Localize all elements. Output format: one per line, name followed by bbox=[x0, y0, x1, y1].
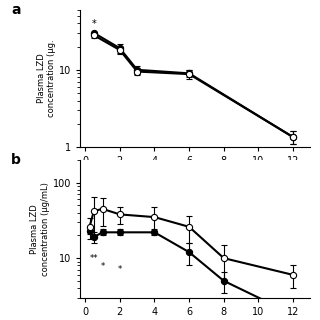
Text: *: * bbox=[100, 262, 105, 271]
Text: b: b bbox=[11, 153, 21, 167]
Text: *: * bbox=[92, 19, 96, 29]
Y-axis label: Plasma LZD
concentration (μg/mL): Plasma LZD concentration (μg/mL) bbox=[30, 182, 50, 276]
Text: **: ** bbox=[90, 254, 98, 263]
Text: a: a bbox=[11, 3, 20, 17]
Y-axis label: Plasma LZD
concentration (μg.: Plasma LZD concentration (μg. bbox=[36, 40, 56, 117]
Text: *: * bbox=[118, 265, 122, 274]
